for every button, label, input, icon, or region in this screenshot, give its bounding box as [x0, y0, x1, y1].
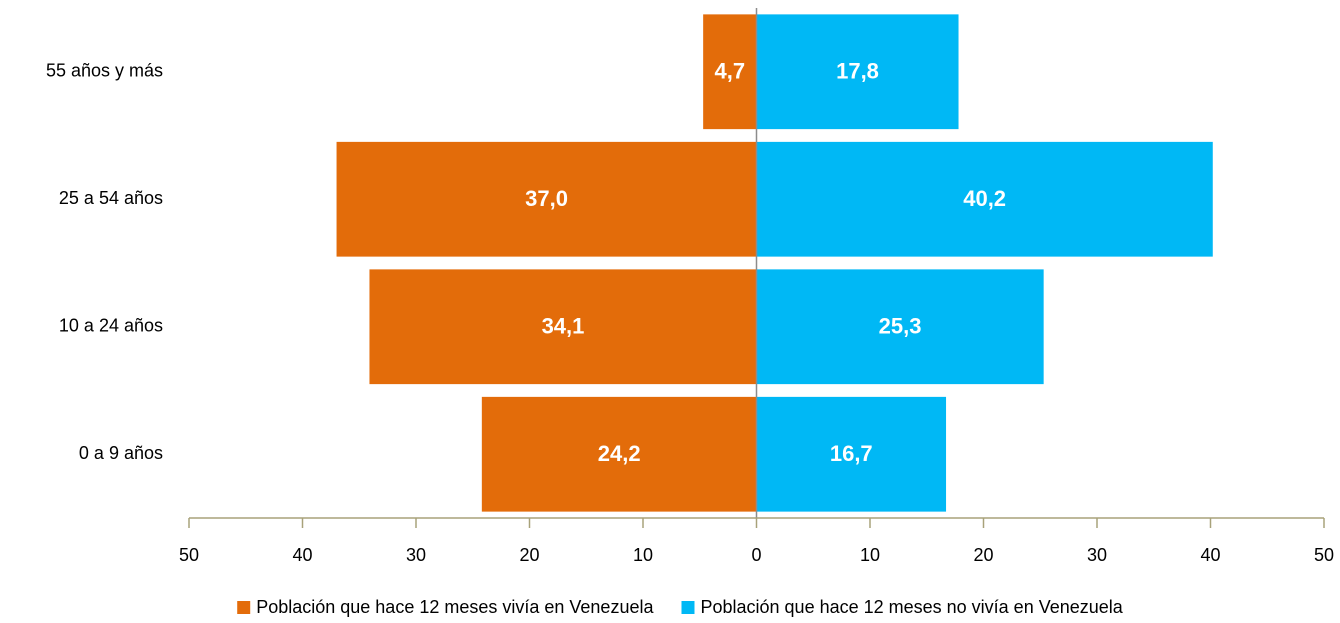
x-tick-label: 40: [1200, 545, 1220, 565]
value-label: 40,2: [963, 186, 1006, 211]
bar: [481, 396, 757, 512]
value-label: 24,2: [598, 441, 641, 466]
x-tick-label: 20: [519, 545, 539, 565]
x-tick-label: 0: [751, 545, 761, 565]
y-tick-label: 55 años y más: [46, 61, 163, 81]
bar: [336, 141, 757, 257]
legend-label: Población que hace 12 meses vivía en Ven…: [256, 597, 654, 617]
y-tick-label: 0 a 9 años: [79, 443, 163, 463]
x-tick-label: 30: [406, 545, 426, 565]
x-tick-label: 50: [1314, 545, 1334, 565]
legend-swatch: [681, 601, 695, 614]
x-tick-label: 10: [860, 545, 880, 565]
x-tick-label: 10: [633, 545, 653, 565]
bar: [369, 269, 757, 385]
legend-label: Población que hace 12 meses no vivía en …: [700, 597, 1123, 617]
legend-swatch: [237, 601, 251, 614]
x-tick-label: 20: [973, 545, 993, 565]
value-label: 25,3: [879, 314, 922, 339]
y-tick-label: 25 a 54 años: [59, 188, 163, 208]
bar: [756, 141, 1213, 257]
value-label: 17,8: [836, 59, 879, 84]
bar: [756, 269, 1044, 385]
value-label: 4,7: [715, 59, 746, 84]
bar: [756, 14, 959, 130]
x-tick-label: 40: [292, 545, 312, 565]
x-tick-label: 30: [1087, 545, 1107, 565]
value-label: 37,0: [525, 186, 568, 211]
x-tick-label: 50: [179, 545, 199, 565]
value-label: 16,7: [830, 441, 873, 466]
value-label: 34,1: [542, 314, 585, 339]
y-tick-label: 10 a 24 años: [59, 316, 163, 336]
bar: [703, 14, 757, 130]
bar: [756, 396, 947, 512]
